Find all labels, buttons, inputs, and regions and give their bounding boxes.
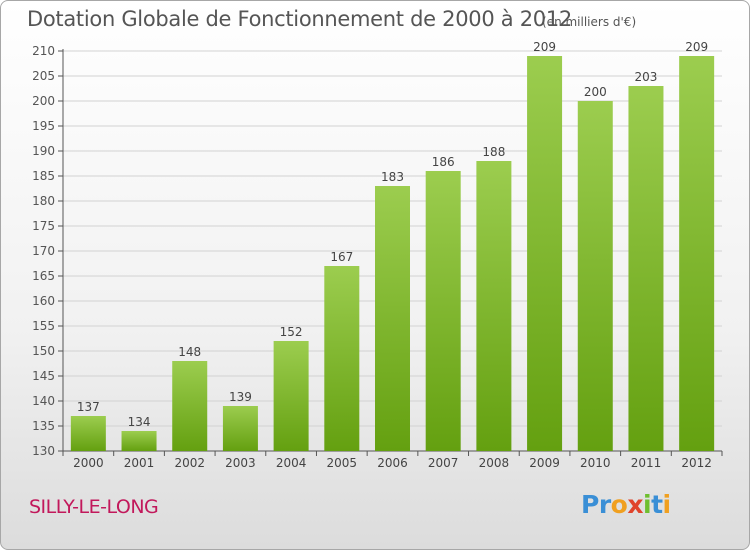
y-tick-label: 180 (32, 194, 55, 208)
y-tick-label: 170 (32, 244, 55, 258)
bar-2009 (527, 56, 563, 451)
data-label: 134 (128, 415, 151, 429)
y-tick-label: 130 (32, 444, 55, 458)
y-tick-label: 175 (32, 219, 55, 233)
y-tick-label: 205 (32, 69, 55, 83)
chart-title: Dotation Globale de Fonctionnement de 20… (27, 7, 572, 31)
y-tick-label: 155 (32, 319, 55, 333)
y-tick-label: 190 (32, 144, 55, 158)
y-tick-label: 160 (32, 294, 55, 308)
x-tick-label: 2000 (73, 456, 104, 470)
bar-2004 (273, 341, 309, 451)
data-label: 203 (635, 70, 658, 84)
y-tick-label: 140 (32, 394, 55, 408)
bars (70, 56, 715, 451)
bar-2000 (70, 416, 106, 451)
chart-subtitle: (en milliers d'€) (542, 15, 637, 29)
logo-letter: P (581, 490, 599, 519)
data-label: 137 (77, 400, 100, 414)
bar-2011 (628, 86, 664, 451)
data-label: 183 (381, 170, 404, 184)
logo-letter: i (643, 490, 652, 519)
x-tick-label: 2009 (529, 456, 560, 470)
x-tick-label: 2007 (428, 456, 459, 470)
data-label: 209 (685, 40, 708, 54)
x-tick-label: 2003 (225, 456, 256, 470)
proxiti-logo: Proxiti (581, 490, 671, 519)
x-tick-label: 2010 (580, 456, 611, 470)
x-tick-label: 2002 (174, 456, 205, 470)
logo-letter: o (610, 490, 628, 519)
y-tick-label: 195 (32, 119, 55, 133)
x-tick-label: 2004 (276, 456, 307, 470)
data-labels: 137 134 148 139 152 167 183 186 188 209 200 203 209 (77, 40, 708, 429)
y-tick-label: 200 (32, 94, 55, 108)
logo-letter: x (627, 490, 643, 519)
logo-letter: r (598, 490, 611, 519)
x-tick-labels: 2000 2001 2002 2003 2004 2005 2006 2007 2008 2009… (62, 451, 723, 470)
x-tick-label: 2001 (124, 456, 155, 470)
y-tick-label: 185 (32, 169, 55, 183)
bar-2003 (222, 406, 258, 451)
bar-2002 (172, 361, 208, 451)
logo-letter: t (651, 490, 663, 519)
bar-2006 (375, 186, 410, 451)
bar-2010 (577, 101, 613, 451)
data-label: 148 (178, 345, 201, 359)
bar-2012 (679, 56, 715, 451)
bar-2001 (121, 431, 157, 451)
y-tick-label: 210 (32, 44, 55, 58)
x-tick-label: 2008 (479, 456, 510, 470)
data-label: 186 (432, 155, 455, 169)
data-label: 167 (330, 250, 353, 264)
data-label: 188 (482, 145, 505, 159)
logo-letter: i (662, 490, 672, 519)
y-tick-label: 145 (32, 369, 55, 383)
x-tick-label: 2011 (631, 456, 662, 470)
x-tick-label: 2005 (327, 456, 358, 470)
bar-2008 (476, 161, 512, 451)
data-label: 152 (280, 325, 303, 339)
y-tick-labels: 130 135 140 145 150 155 160 165 170 175 180 185 190 1… (32, 44, 55, 458)
commune-name: SILLY-LE-LONG (29, 496, 159, 518)
data-label: 200 (584, 85, 607, 99)
data-label: 209 (533, 40, 556, 54)
x-tick-label: 2006 (377, 456, 408, 470)
y-tick-label: 135 (32, 419, 55, 433)
y-tick-label: 165 (32, 269, 55, 283)
x-tick-label: 2012 (681, 456, 712, 470)
bar-2007 (425, 171, 461, 451)
data-label: 139 (229, 390, 252, 404)
y-tick-label: 150 (32, 344, 55, 358)
bar-2005 (324, 266, 360, 451)
